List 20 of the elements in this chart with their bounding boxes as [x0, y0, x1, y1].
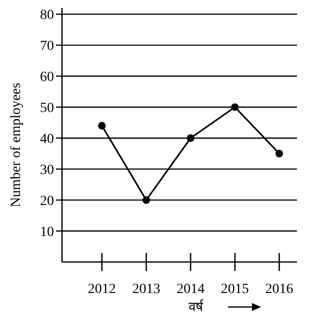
x-axis-title: वर्ष — [188, 299, 204, 314]
x-tick-label: 2012 — [88, 282, 116, 297]
y-tick-label: 10 — [40, 225, 54, 240]
x-tick-label: 2016 — [265, 282, 294, 297]
point — [231, 103, 239, 111]
point — [186, 134, 194, 142]
x-tick-label: 2013 — [132, 282, 160, 297]
point — [98, 122, 106, 130]
y-axis-title: Number of employees — [9, 82, 24, 208]
y-tick-label: 80 — [40, 8, 54, 24]
x-tick-label: 2015 — [220, 282, 249, 297]
point — [275, 150, 284, 158]
y-tick-label: 30 — [40, 163, 54, 178]
y-tick-label: 70 — [40, 39, 54, 54]
x-tick-label: 2014 — [176, 282, 205, 297]
y-tick-label: 20 — [40, 194, 54, 210]
y-tick-label: 60 — [40, 70, 54, 86]
point — [142, 196, 150, 204]
y-tick-label: 40 — [40, 132, 54, 148]
y-tick-label: 50 — [40, 101, 54, 116]
